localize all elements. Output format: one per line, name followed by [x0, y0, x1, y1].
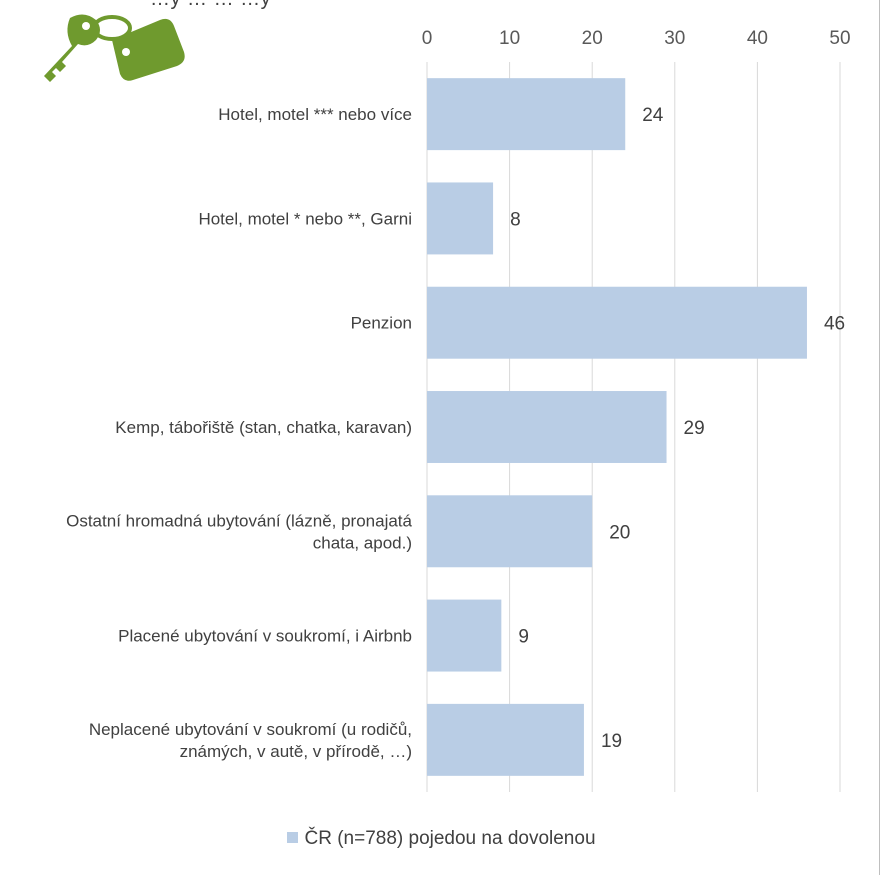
x-tick-label: 0 — [422, 28, 433, 49]
bar — [427, 286, 807, 359]
bars — [427, 78, 807, 776]
category-label: Hotel, motel * nebo **, Garni — [198, 209, 412, 228]
data-label: 8 — [510, 209, 521, 230]
bar — [427, 78, 626, 151]
category-label: Ostatní hromadná ubytování (lázně, prona… — [66, 511, 412, 552]
bar — [427, 703, 584, 776]
data-label: 20 — [609, 522, 630, 543]
data-label: 46 — [824, 314, 845, 335]
bar — [427, 495, 593, 568]
category-label: Penzion — [351, 314, 412, 333]
bar — [427, 599, 502, 672]
bar-chart: 0 10 20 30 40 50 Hotel, motel *** nebo víceHo… — [66, 28, 851, 792]
x-tick-label: 50 — [829, 28, 850, 49]
data-label: 9 — [518, 627, 529, 648]
x-tick-label: 20 — [582, 28, 603, 49]
data-label: 24 — [642, 105, 664, 126]
category-label: Placené ubytování v soukromí, i Airbnb — [118, 627, 412, 646]
legend: ČR (n=788) pojedou na dovolenou — [0, 828, 883, 850]
data-labels: 24 8 46 29 20 9 19 — [510, 105, 845, 752]
category-labels: Hotel, motel *** nebo více Hotel, motel *… — [66, 105, 412, 761]
keys-icon — [40, 6, 190, 93]
legend-label: ČR (n=788) pojedou na dovolenou — [304, 828, 596, 849]
bar — [427, 182, 494, 255]
chart-title-fragment: …y … … …y — [150, 0, 271, 11]
category-label: Neplacené ubytování v soukromí (u rodičů… — [89, 720, 412, 761]
x-tick-label: 40 — [747, 28, 768, 49]
x-tick-label: 30 — [664, 28, 685, 49]
data-label: 19 — [601, 731, 622, 752]
frame-border — [879, 0, 880, 875]
bar — [427, 391, 667, 463]
x-tick-label: 10 — [499, 28, 520, 49]
legend-swatch — [287, 832, 299, 843]
category-label: Hotel, motel *** nebo více — [218, 105, 412, 124]
data-label: 29 — [684, 418, 705, 439]
category-label: Kemp, tábořiště (stan, chatka, karavan) — [115, 418, 412, 437]
x-axis-ticks: 0 10 20 30 40 50 — [422, 28, 851, 49]
